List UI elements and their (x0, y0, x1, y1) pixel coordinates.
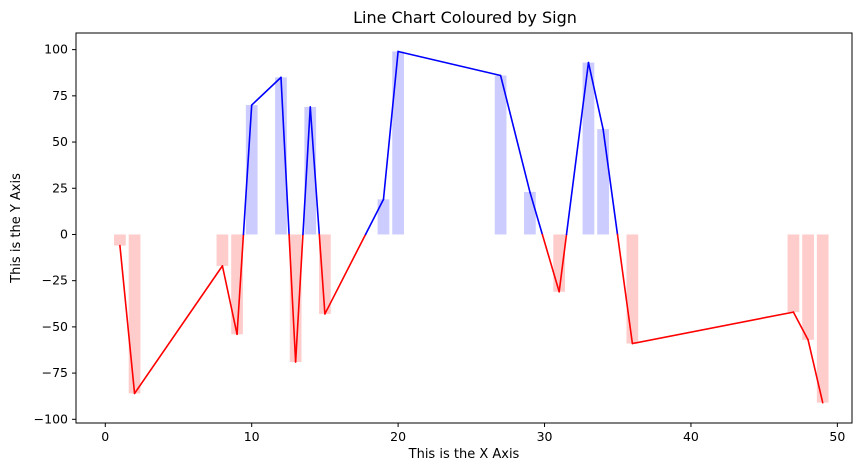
bar-47 (787, 234, 800, 313)
bars-layer (114, 51, 829, 403)
x-axis-ticks: 0 10 20 30 40 50 (101, 423, 845, 444)
line-segment-13-1 (565, 61, 590, 236)
y-tick-label: −75 (42, 365, 68, 380)
line-segment-13-0 (558, 233, 568, 293)
x-tick-label: 10 (244, 429, 260, 444)
y-axis-label: This is the Y Axis (9, 173, 24, 284)
line-segment-14-0 (587, 61, 604, 130)
line-segment-3-1 (242, 104, 253, 236)
bar-29 (524, 191, 536, 235)
y-tick-label: 0 (60, 226, 68, 241)
bar-2 (128, 234, 141, 394)
line-segment-5-1 (288, 233, 297, 363)
bar-15 (319, 234, 331, 314)
line-segment-15-0 (602, 128, 619, 236)
line-segment-9-0 (382, 50, 399, 201)
y-tick-label: 50 (52, 134, 68, 149)
y-tick-label: −50 (42, 319, 68, 334)
x-tick-label: 0 (101, 429, 109, 444)
chart-title: Line Chart Coloured by Sign (353, 8, 577, 27)
bar-13 (289, 234, 302, 363)
bar-33 (582, 62, 595, 235)
plot-frame (75, 32, 853, 424)
x-tick-label: 40 (683, 429, 699, 444)
bar-12 (275, 77, 287, 235)
line-segment-8-0 (324, 233, 367, 315)
line-segment-3-0 (236, 233, 245, 336)
line-segment-4-0 (250, 76, 282, 106)
lines-layer (119, 50, 824, 404)
line-segment-11-0 (499, 74, 531, 193)
x-tick-label: 20 (390, 429, 406, 444)
bar-48 (802, 234, 814, 340)
bar-31 (553, 234, 566, 292)
y-axis-ticks: −100 −75 −50 −25 0 25 50 75 100 (34, 42, 76, 426)
bar-14 (304, 106, 317, 235)
x-axis-label: This is the X Axis (408, 447, 520, 462)
line-segment-12-0 (529, 191, 544, 236)
bar-36 (626, 234, 639, 344)
bar-27 (494, 75, 507, 235)
x-tick-label: 50 (829, 429, 845, 444)
bar-49 (816, 234, 829, 403)
line-segment-6-0 (294, 233, 304, 363)
line-segment-2-0 (221, 265, 238, 336)
x-tick-label: 30 (537, 429, 553, 444)
line-segment-7-1 (318, 233, 326, 315)
bar-9 (231, 234, 243, 335)
line-segment-1-0 (133, 265, 224, 395)
bar-19 (377, 199, 390, 235)
line-segment-5-0 (280, 76, 290, 236)
line-segment-15-1 (616, 233, 634, 345)
bar-20 (392, 51, 404, 235)
y-tick-label: −100 (34, 411, 68, 426)
bar-34 (597, 129, 609, 235)
line-segment-8-1 (364, 198, 385, 236)
bar-10 (245, 105, 258, 235)
bar-1 (114, 234, 126, 246)
line-segment-6-1 (302, 106, 312, 236)
line-segment-16-0 (631, 311, 795, 345)
y-tick-label: 25 (52, 180, 68, 195)
bar-8 (216, 234, 229, 266)
line-segment-12-1 (541, 233, 560, 293)
line-segment-17-0 (792, 311, 809, 341)
y-tick-label: −25 (42, 273, 68, 288)
y-tick-label: 100 (44, 42, 68, 57)
line-segment-18-0 (807, 339, 824, 404)
line-segment-10-0 (397, 50, 502, 77)
line-segment-0-0 (119, 244, 136, 395)
line-segment-7-0 (309, 106, 321, 236)
y-tick-label: 75 (52, 88, 68, 103)
